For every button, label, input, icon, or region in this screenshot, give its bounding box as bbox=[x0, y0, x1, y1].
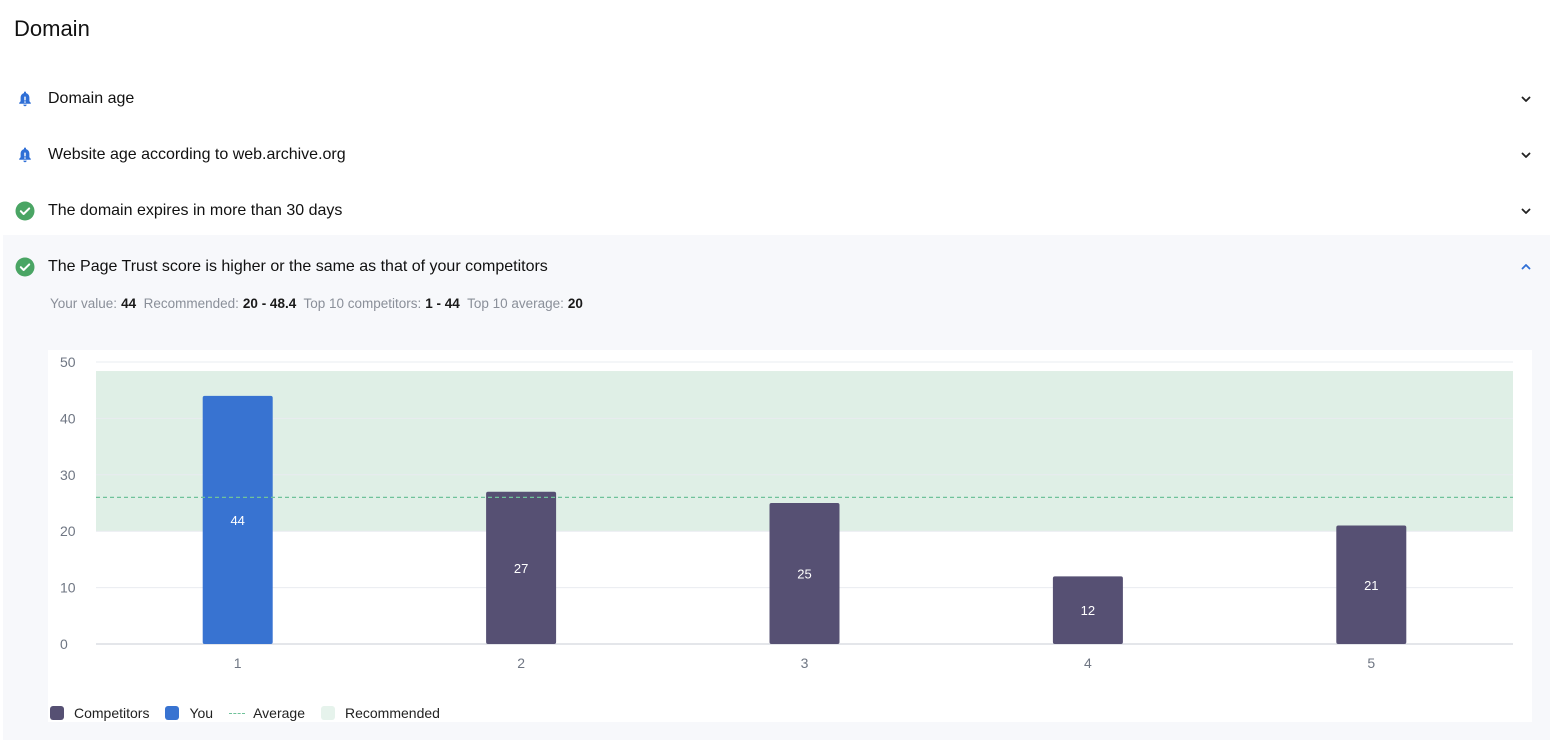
x-tick-label: 5 bbox=[1367, 655, 1375, 671]
x-tick-label: 4 bbox=[1084, 655, 1092, 671]
recommended-value: 20 - 48.4 bbox=[242, 296, 297, 311]
chart-legend: Competitors You Average Recommended bbox=[50, 705, 456, 721]
legend-swatch-average bbox=[229, 712, 246, 714]
bar-competitor bbox=[769, 503, 840, 644]
row-label: The Page Trust score is higher or the sa… bbox=[48, 258, 548, 275]
x-tick-label: 1 bbox=[234, 655, 242, 671]
legend-item-competitors[interactable]: Competitors bbox=[50, 705, 149, 721]
your-value-label: Your value: bbox=[50, 296, 118, 311]
y-tick-label: 50 bbox=[60, 354, 76, 370]
y-tick-label: 0 bbox=[60, 636, 68, 652]
row-label: Website age according to web.archive.org bbox=[48, 146, 346, 163]
bar-value-label: 44 bbox=[230, 513, 244, 528]
row-domain-expiry[interactable]: The domain expires in more than 30 days bbox=[0, 183, 1550, 239]
y-tick-label: 40 bbox=[60, 410, 76, 426]
legend-swatch-you bbox=[165, 706, 180, 720]
average-label: Top 10 average: bbox=[467, 296, 564, 311]
bar-value-label: 21 bbox=[1364, 578, 1378, 593]
bar-value-label: 12 bbox=[1081, 603, 1095, 618]
chevron-down-icon[interactable] bbox=[1518, 91, 1534, 107]
chevron-down-icon[interactable] bbox=[1518, 147, 1534, 163]
x-tick-label: 2 bbox=[517, 655, 525, 671]
row-website-age[interactable]: Website age according to web.archive.org bbox=[0, 127, 1550, 183]
row-domain-age[interactable]: Domain age bbox=[0, 71, 1550, 127]
section-title: Domain bbox=[14, 16, 90, 41]
y-tick-label: 10 bbox=[60, 580, 76, 596]
y-tick-label: 30 bbox=[60, 467, 76, 483]
your-value: 44 bbox=[121, 296, 137, 311]
row-page-trust[interactable]: The Page Trust score is higher or the sa… bbox=[0, 239, 1550, 295]
bar-value-label: 25 bbox=[797, 567, 811, 582]
y-tick-label: 20 bbox=[60, 523, 76, 539]
bar-you bbox=[202, 395, 273, 644]
legend-item-recommended[interactable]: Recommended bbox=[321, 705, 440, 721]
bar-competitor bbox=[486, 491, 557, 644]
chevron-up-icon[interactable] bbox=[1518, 259, 1534, 275]
legend-label-recommended: Recommended bbox=[345, 705, 440, 721]
row-label: Domain age bbox=[48, 90, 135, 107]
bell-icon bbox=[15, 145, 35, 165]
chart-card: 0 10 20 30 40 50 44 1 27 2 25 3 12 4 21 5 bbox=[48, 350, 1532, 722]
bar-value-label: 27 bbox=[514, 561, 528, 576]
metrics-summary: Your value: 44 Recommended: 20 - 48.4 Top … bbox=[50, 296, 583, 311]
row-label: The domain expires in more than 30 days bbox=[48, 202, 343, 219]
check-circle-icon bbox=[15, 201, 35, 221]
legend-label-average: Average bbox=[253, 705, 305, 721]
bar-chart: 0 10 20 30 40 50 44 1 27 2 25 3 12 4 21 5 bbox=[60, 354, 1513, 671]
legend-item-average[interactable]: Average bbox=[229, 705, 305, 721]
legend-swatch-competitors bbox=[50, 706, 64, 720]
bar-competitor bbox=[1336, 525, 1407, 644]
bar-competitor bbox=[1052, 576, 1123, 644]
chevron-down-icon[interactable] bbox=[1518, 203, 1534, 219]
competitors-value: 1 - 44 bbox=[425, 296, 460, 311]
check-circle-icon bbox=[15, 257, 35, 277]
legend-label-you: You bbox=[189, 705, 214, 721]
x-tick-label: 3 bbox=[801, 655, 809, 671]
legend-label-competitors: Competitors bbox=[74, 705, 150, 721]
average-value: 20 bbox=[567, 296, 583, 311]
legend-swatch-recommended bbox=[321, 706, 335, 720]
competitors-label: Top 10 competitors: bbox=[303, 296, 422, 311]
recommended-label: Recommended: bbox=[143, 296, 239, 311]
legend-item-you[interactable]: You bbox=[165, 705, 213, 721]
bell-icon bbox=[15, 89, 35, 109]
